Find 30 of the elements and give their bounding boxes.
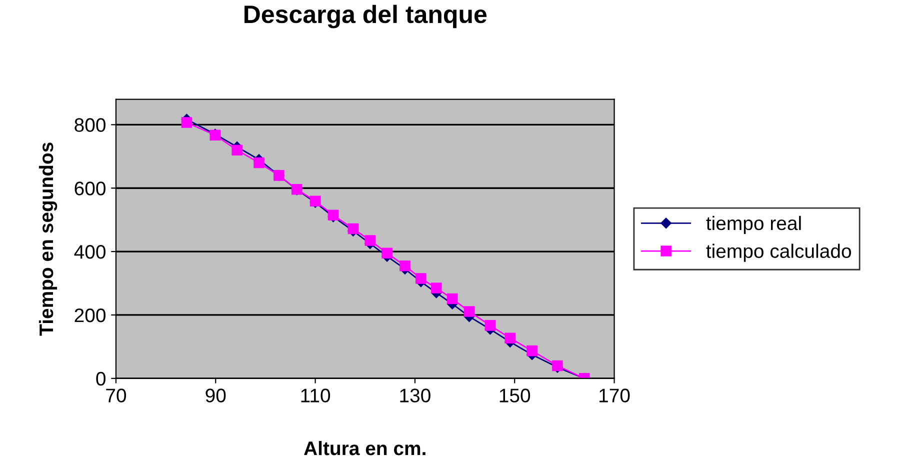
y-axis-title: Tiempo en segundos [38,142,58,336]
y-tick-label: 0 [96,372,106,386]
point [382,248,392,259]
point [484,320,496,331]
point [364,235,376,246]
point [430,282,442,294]
point [181,117,192,128]
x-tick-label: 170 [600,388,630,402]
chart-title: Descarga del tanque [244,4,487,28]
point [232,144,242,156]
point [348,223,359,234]
point [446,293,458,304]
x-tick-label: 110 [301,388,330,402]
point [504,332,516,344]
point [254,157,264,168]
x-axis-title: Altura en cm. [304,440,426,456]
legend-label: tiempo real [706,216,801,234]
y-tick-label: 600 [74,182,106,196]
x-tick-label: 130 [400,388,430,402]
point [464,306,475,317]
y-tick-label: 800 [74,118,106,132]
point [526,345,538,356]
y-tick-label: 400 [74,245,106,259]
point [400,260,410,272]
x-tick-label: 90 [206,388,226,402]
x-tick-label: 70 [106,388,126,402]
legend-label: tiempo calculado [706,244,852,262]
y-tick-label: 200 [74,308,106,322]
x-tick-label: 150 [500,388,530,402]
point [416,273,426,284]
